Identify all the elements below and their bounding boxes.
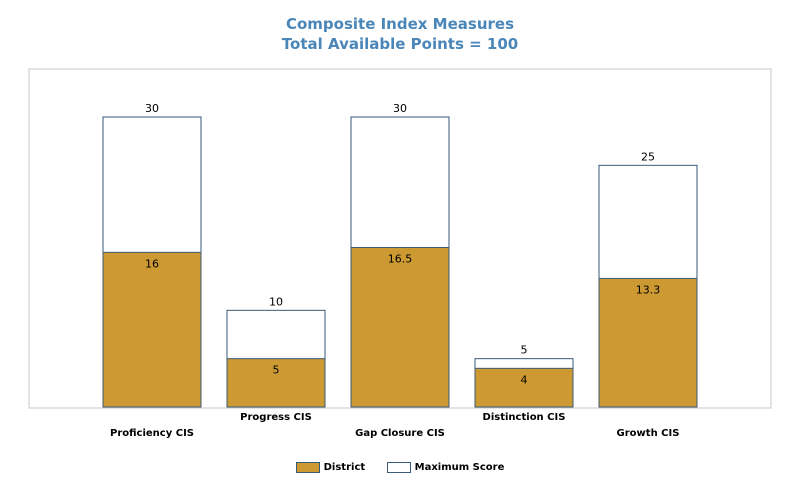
chart-subtitle: Total Available Points = 100 bbox=[281, 35, 519, 53]
label-district-progress-cis: 5 bbox=[273, 364, 280, 377]
label-district-distinction-cis: 4 bbox=[521, 373, 528, 386]
legend-label-maximum-score: Maximum Score bbox=[414, 462, 505, 473]
category-label-distinction-cis: Distinction CIS bbox=[483, 412, 566, 423]
category-label-growth-cis: Growth CIS bbox=[617, 428, 680, 439]
bar-chart: 30 16 Proficiency CIS 10 5 Progress CIS 30 16.5… bbox=[28, 68, 772, 439]
label-max-distinction-cis: 5 bbox=[521, 344, 528, 357]
label-max-proficiency-cis: 30 bbox=[145, 102, 159, 115]
legend-item-maximum-score: Maximum Score bbox=[386, 462, 505, 473]
category-label-gap-closure-cis: Gap Closure CIS bbox=[355, 428, 445, 439]
legend-label-district: District bbox=[323, 462, 366, 473]
bar-district-gap-closure-cis bbox=[350, 247, 450, 408]
legend-swatch-maximum-score bbox=[386, 462, 411, 473]
bar-district-proficiency-cis bbox=[102, 251, 202, 408]
label-district-proficiency-cis: 16 bbox=[145, 257, 159, 270]
label-max-growth-cis: 25 bbox=[641, 150, 655, 163]
bar-district-distinction-cis bbox=[474, 367, 574, 408]
bar-district-progress-cis bbox=[226, 358, 326, 408]
chart-title: Composite Index Measures bbox=[285, 15, 515, 33]
chart-title-block: Composite Index Measures Total Available… bbox=[0, 14, 800, 54]
label-district-growth-cis: 13.3 bbox=[636, 283, 661, 296]
bars-group: 30 16 Proficiency CIS 10 5 Progress CIS 30 16.5… bbox=[102, 102, 698, 439]
category-label-progress-cis: Progress CIS bbox=[240, 412, 312, 423]
label-district-gap-closure-cis: 16.5 bbox=[388, 253, 413, 266]
legend: District Maximum Score bbox=[0, 462, 800, 476]
legend-swatch-district bbox=[295, 462, 320, 473]
legend-item-district: District bbox=[295, 462, 366, 473]
label-max-progress-cis: 10 bbox=[269, 295, 283, 308]
bar-district-growth-cis bbox=[598, 277, 698, 408]
category-label-proficiency-cis: Proficiency CIS bbox=[110, 428, 194, 439]
label-max-gap-closure-cis: 30 bbox=[393, 102, 407, 115]
